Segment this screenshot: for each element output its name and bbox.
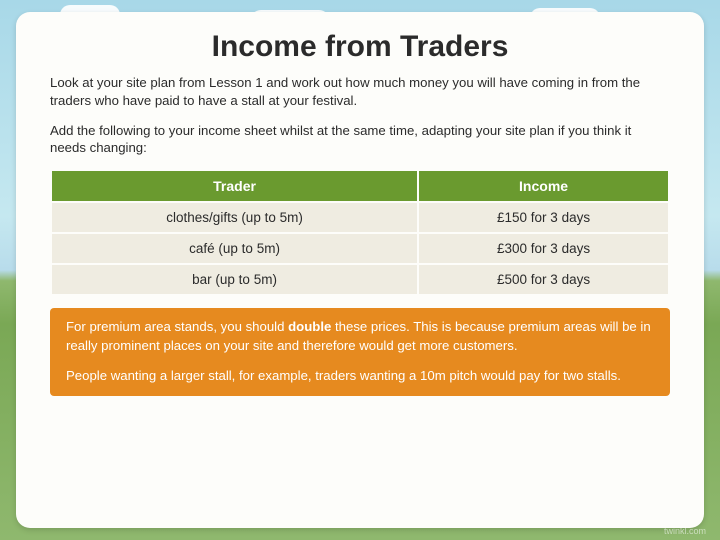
intro-paragraph-1: Look at your site plan from Lesson 1 and…	[50, 74, 670, 110]
info-bold: double	[288, 319, 331, 334]
info-callout: For premium area stands, you should doub…	[50, 308, 670, 395]
cell-trader: café (up to 5m)	[52, 234, 417, 263]
trader-income-table: Trader Income clothes/gifts (up to 5m) £…	[50, 169, 670, 296]
content-card: Income from Traders Look at your site pl…	[16, 12, 704, 528]
cell-trader: bar (up to 5m)	[52, 265, 417, 294]
intro-paragraph-2: Add the following to your income sheet w…	[50, 122, 670, 158]
table-row: café (up to 5m) £300 for 3 days	[52, 234, 668, 263]
info-line-1: For premium area stands, you should doub…	[66, 318, 654, 355]
cell-income: £150 for 3 days	[419, 203, 668, 232]
table-header-trader: Trader	[52, 171, 417, 201]
page-title: Income from Traders	[50, 30, 670, 64]
table-row: clothes/gifts (up to 5m) £150 for 3 days	[52, 203, 668, 232]
cell-income: £300 for 3 days	[419, 234, 668, 263]
table-header-income: Income	[419, 171, 668, 201]
info-line-2: People wanting a larger stall, for examp…	[66, 367, 654, 385]
watermark: twinkl.com	[664, 526, 706, 536]
table-row: bar (up to 5m) £500 for 3 days	[52, 265, 668, 294]
info-text: For premium area stands, you should	[66, 319, 288, 334]
cell-income: £500 for 3 days	[419, 265, 668, 294]
cell-trader: clothes/gifts (up to 5m)	[52, 203, 417, 232]
